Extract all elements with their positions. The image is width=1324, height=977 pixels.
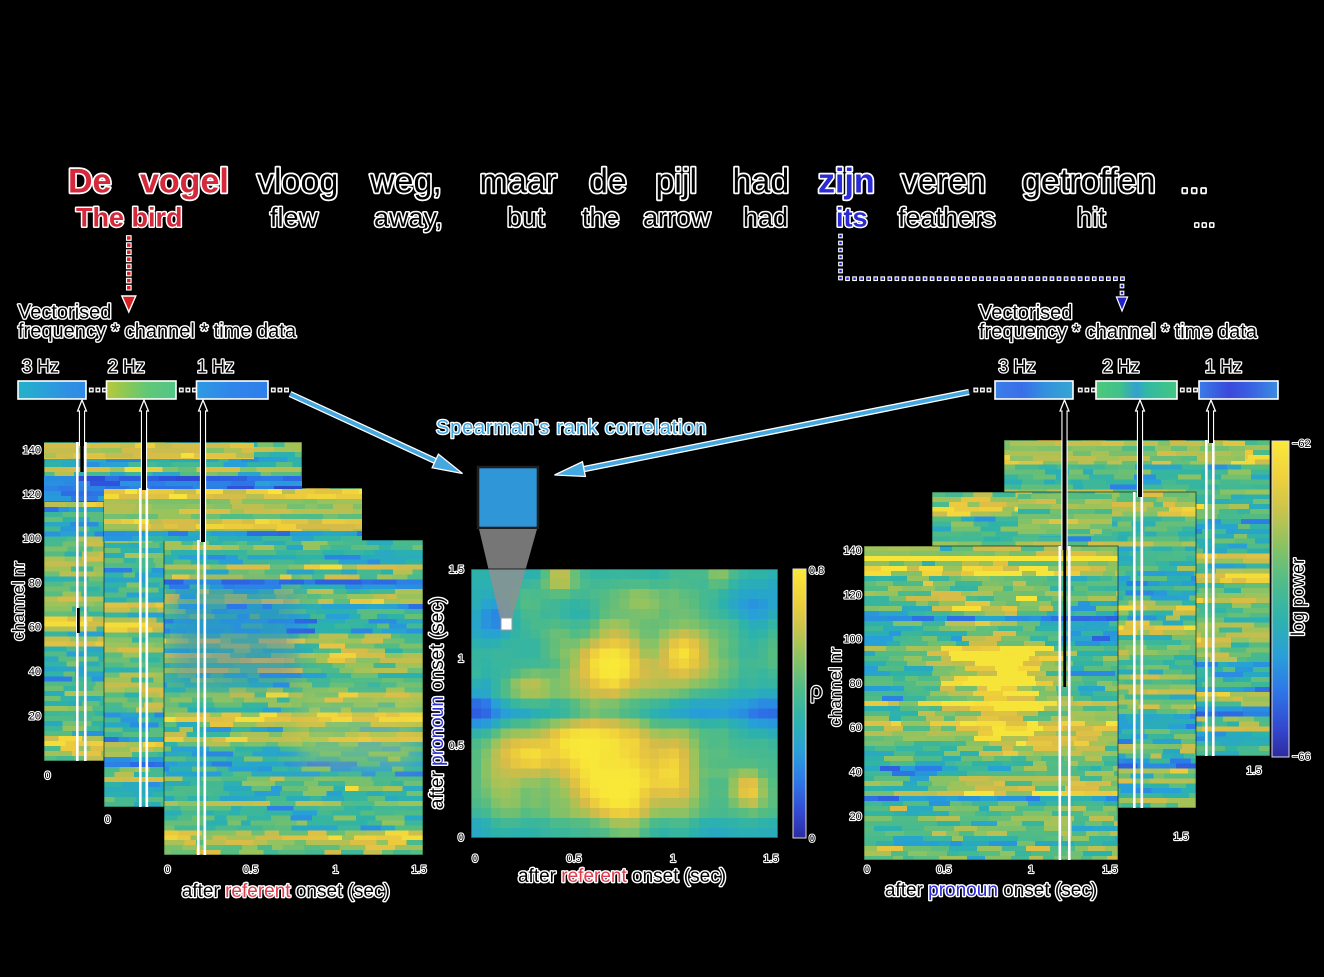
svg-text:0: 0 [45,770,51,782]
svg-text:zijn: zijn [818,163,875,201]
svg-text:0.5: 0.5 [243,864,258,876]
svg-text:40: 40 [29,666,41,678]
svg-text:140: 140 [843,545,861,557]
svg-text:20: 20 [850,811,862,823]
svg-text:The bird: The bird [76,203,183,233]
svg-text:but: but [507,203,545,233]
svg-text:0.5: 0.5 [936,864,951,876]
svg-text:had: had [743,203,788,233]
svg-text:...: ... [1180,163,1208,201]
svg-text:0: 0 [809,833,815,845]
svg-text:0.8: 0.8 [809,565,824,577]
svg-text:−62: −62 [1292,438,1311,450]
svg-text:feathers: feathers [898,203,996,233]
svg-text:Vectorised: Vectorised [18,302,111,324]
svg-text:100: 100 [23,533,41,545]
svg-text:80: 80 [29,577,41,589]
svg-text:1.5: 1.5 [449,564,464,576]
svg-text:0: 0 [864,864,870,876]
svg-text:1.5: 1.5 [1246,765,1261,777]
svg-text:80: 80 [850,678,862,690]
svg-text:0: 0 [164,864,170,876]
svg-text:1.5: 1.5 [411,864,426,876]
svg-text:de: de [589,163,627,201]
svg-text:log power: log power [1288,558,1308,636]
svg-text:1: 1 [333,864,339,876]
svg-text:0.5: 0.5 [566,853,581,865]
svg-text:1.5: 1.5 [763,853,778,865]
svg-text:after pronoun onset (sec): after pronoun onset (sec) [427,597,448,809]
svg-text:getroffen: getroffen [1022,163,1156,201]
svg-text:Spearman's rank correlation: Spearman's rank correlation [436,417,707,439]
svg-text:vloog: vloog [257,163,338,201]
svg-text:frequency * channel * time dat: frequency * channel * time data [979,321,1258,343]
svg-text:3 Hz: 3 Hz [999,357,1036,377]
svg-text:maar: maar [480,163,557,201]
svg-text:flew: flew [270,203,319,233]
svg-text:1: 1 [670,853,676,865]
svg-text:away,: away, [374,203,443,233]
svg-text:after referent onset (sec): after referent onset (sec) [518,866,726,887]
svg-text:0: 0 [458,832,464,844]
svg-text:120: 120 [23,489,41,501]
svg-text:40: 40 [850,767,862,779]
svg-text:140: 140 [23,445,41,457]
svg-text:1 Hz: 1 Hz [197,357,234,377]
svg-text:channel nr: channel nr [9,561,28,641]
svg-text:1.5: 1.5 [1173,831,1188,843]
svg-text:De: De [68,163,111,201]
svg-text:0: 0 [472,853,478,865]
svg-text:weg,: weg, [369,163,442,201]
svg-text:0.5: 0.5 [449,740,464,752]
svg-text:2 Hz: 2 Hz [108,357,145,377]
svg-text:its: its [836,203,868,233]
svg-text:after pronoun onset (sec): after pronoun onset (sec) [885,880,1097,901]
svg-text:Vectorised: Vectorised [979,302,1072,324]
svg-text:2 Hz: 2 Hz [1103,357,1140,377]
svg-text:ρ: ρ [810,678,823,703]
svg-text:...: ... [1193,203,1216,233]
svg-text:arrow: arrow [643,203,711,233]
svg-text:veren: veren [901,163,986,201]
svg-text:1: 1 [458,653,464,665]
svg-text:pijl: pijl [656,163,698,201]
svg-text:1.5: 1.5 [1102,864,1117,876]
svg-text:60: 60 [850,722,862,734]
svg-text:had: had [733,163,790,201]
svg-text:channel nr: channel nr [826,647,845,727]
svg-text:1: 1 [1028,864,1034,876]
svg-text:60: 60 [29,622,41,634]
svg-text:120: 120 [843,589,861,601]
svg-text:−66: −66 [1292,751,1311,763]
svg-text:100: 100 [843,634,861,646]
svg-text:3 Hz: 3 Hz [22,357,59,377]
svg-text:vogel: vogel [140,163,229,201]
svg-text:hit: hit [1077,203,1106,233]
svg-text:after referent onset (sec): after referent onset (sec) [182,881,390,902]
svg-text:the: the [582,203,620,233]
svg-text:frequency * channel * time dat: frequency * channel * time data [18,321,297,343]
svg-text:20: 20 [29,710,41,722]
svg-text:0: 0 [105,814,111,826]
svg-text:1 Hz: 1 Hz [1205,357,1242,377]
